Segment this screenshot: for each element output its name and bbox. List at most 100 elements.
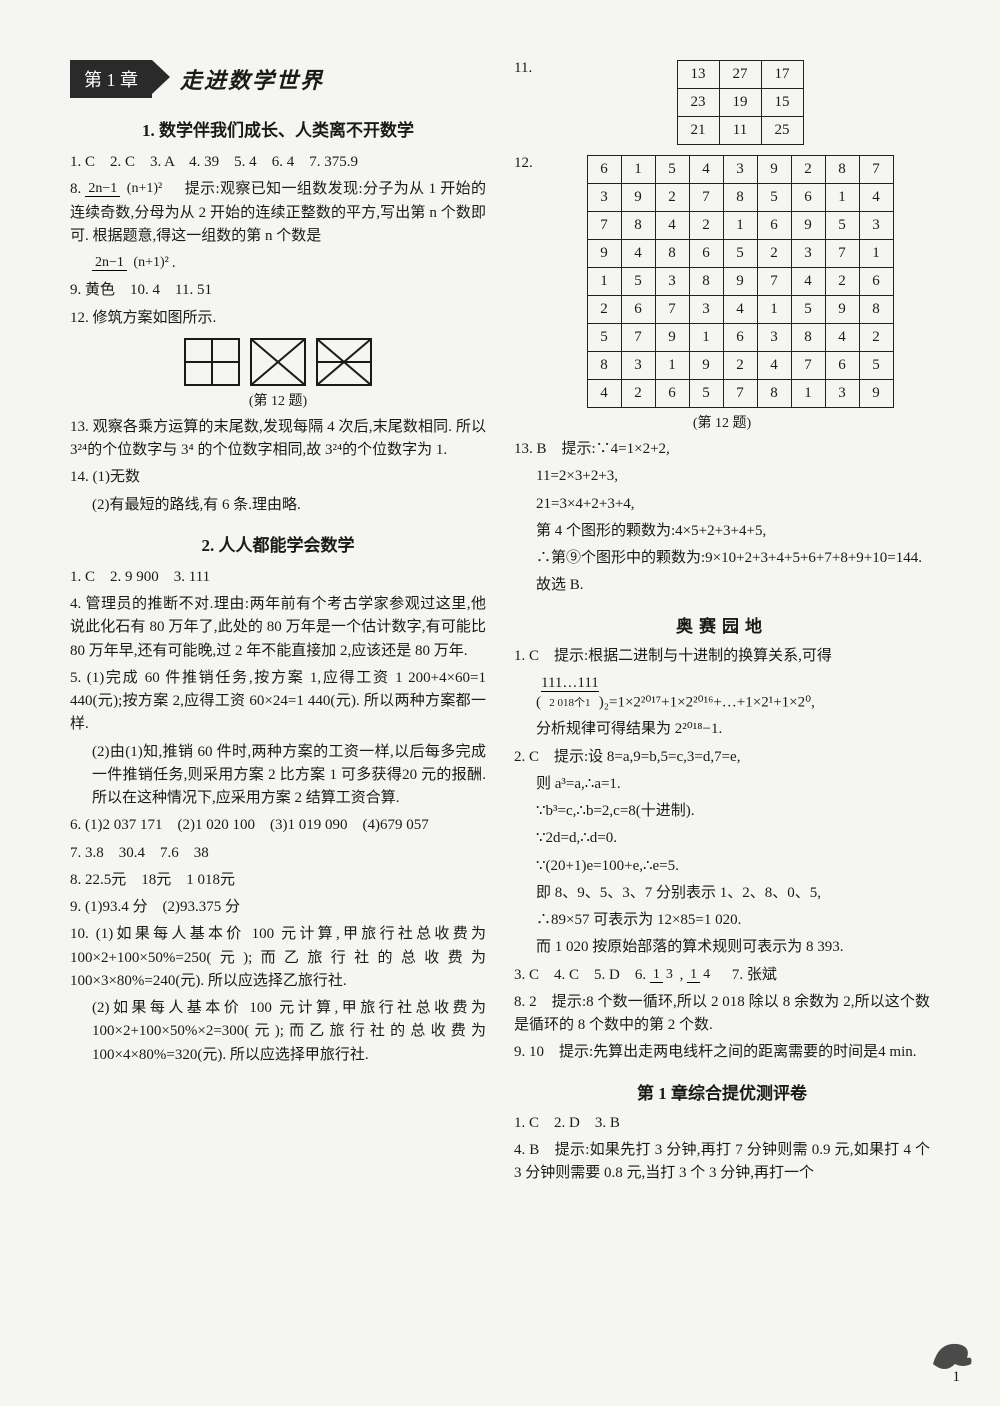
r-q13b: 11=2×3+2+3,	[514, 465, 930, 488]
table-cell: 2	[689, 212, 723, 240]
table-11: 132717231915211125	[677, 60, 804, 145]
s2-q10a: 10. (1)如果每人基本价 100 元计算,甲旅行社总收费为100×2+100…	[70, 923, 486, 993]
table-cell: 4	[587, 380, 621, 408]
table-cell: 5	[621, 268, 655, 296]
c2d: ∵2d=d,∴d=0.	[514, 827, 930, 850]
table-cell: 6	[689, 240, 723, 268]
table-cell: 6	[791, 184, 825, 212]
table-cell: 7	[825, 240, 859, 268]
table-cell: 1	[859, 240, 893, 268]
q12-figures	[70, 338, 486, 386]
c9: 9. 10 提示:先算出走两电线杆之间的距离需要的时间是4 min.	[514, 1041, 930, 1064]
table-cell: 5	[825, 212, 859, 240]
table-cell: 9	[587, 240, 621, 268]
table-cell: 9	[655, 324, 689, 352]
table-cell: 21	[677, 117, 719, 145]
table-cell: 8	[621, 212, 655, 240]
table-cell: 17	[761, 61, 803, 89]
table-cell: 4	[655, 212, 689, 240]
table-cell: 9	[723, 268, 757, 296]
chapter-banner: 第 1 章 走进数学世界	[70, 60, 486, 98]
s2-q4: 4. 管理员的推断不对.理由:两年前有个考古学家参观过这里,他说此化石有 80 …	[70, 593, 486, 663]
underbrace: 111…1112 018个1	[541, 672, 599, 712]
table-cell: 2	[791, 156, 825, 184]
table-cell: 13	[677, 61, 719, 89]
q12r-caption: (第 12 题)	[514, 412, 930, 432]
table-cell: 7	[621, 324, 655, 352]
s1-q8: 8. 2n−1 (n+1)² 提示:观察已知一组数发现:分子为从 1 开始的连续…	[70, 178, 486, 248]
table-cell: 3	[859, 212, 893, 240]
table-cell: 5	[723, 240, 757, 268]
table-cell: 6	[621, 296, 655, 324]
table-cell: 1	[791, 380, 825, 408]
table-cell: 8	[587, 352, 621, 380]
c2g: ∴89×57 可表示为 12×85=1 020.	[514, 909, 930, 932]
table-cell: 7	[689, 184, 723, 212]
s1-q12: 12. 修筑方案如图所示.	[70, 307, 486, 330]
c2h: 而 1 020 按原始部落的算术规则可表示为 8 393.	[514, 936, 930, 959]
table-cell: 6	[655, 380, 689, 408]
table-cell: 7	[655, 296, 689, 324]
table-cell: 4	[723, 296, 757, 324]
c2f: 即 8、9、5、3、7 分别表示 1、2、8、0、5,	[514, 882, 930, 905]
table-cell: 4	[825, 324, 859, 352]
table-12-sudoku: 6154392873927856147842169539486523711538…	[587, 155, 894, 408]
table-cell: 5	[587, 324, 621, 352]
table-cell: 9	[757, 156, 791, 184]
table-cell: 9	[689, 352, 723, 380]
left-column: 第 1 章 走进数学世界 1. 数学伴我们成长、人类离不开数学 1. C 2. …	[70, 60, 486, 1189]
table-cell: 6	[859, 268, 893, 296]
table-cell: 1	[757, 296, 791, 324]
q8-frac2-line: 2n−1 (n+1)² .	[70, 252, 486, 275]
table-cell: 5	[757, 184, 791, 212]
table-cell: 3	[621, 352, 655, 380]
s2-q8: 8. 22.5元 18元 1 018元	[70, 869, 486, 892]
c2a: 2. C 提示:设 8=a,9=b,5=c,3=d,7=e,	[514, 746, 930, 769]
table-cell: 6	[723, 324, 757, 352]
table-cell: 15	[761, 89, 803, 117]
fig-square-x	[250, 338, 306, 386]
table-cell: 3	[723, 156, 757, 184]
c1a: 1. C 提示:根据二进制与十进制的换算关系,可得	[514, 645, 930, 668]
table-cell: 6	[587, 156, 621, 184]
table-cell: 8	[689, 268, 723, 296]
c2b: 则 a³=a,∴a=1.	[514, 773, 930, 796]
table-cell: 3	[825, 380, 859, 408]
r-q13a: 13. B 提示:∵4=1×2+2,	[514, 438, 930, 461]
t4: 4. B 提示:如果先打 3 分钟,再打 7 分钟则需 0.9 元,如果打 4 …	[514, 1139, 930, 1186]
c2c: ∵b³=c,∴b=2,c=8(十进制).	[514, 800, 930, 823]
c3-line: 3. C 4. C 5. D 6. 13 , 14 7. 张斌	[514, 964, 930, 987]
c6-frac1: 13	[650, 968, 676, 983]
s2-q5b: (2)由(1)知,推销 60 件时,两种方案的工资一样,以后每多完成一件推销任务…	[70, 741, 486, 811]
table-cell: 1	[723, 212, 757, 240]
table-cell: 6	[825, 352, 859, 380]
table-cell: 9	[859, 380, 893, 408]
s2-q5a: 5. (1)完成 60 件推销任务,按方案 1,应得工资 1 200+4×60=…	[70, 667, 486, 737]
s1-q1to7: 1. C 2. C 3. A 4. 39 5. 4 6. 4 7. 375.9	[70, 151, 486, 174]
test-heading: 第 1 章综合提优测评卷	[514, 1079, 930, 1104]
table-cell: 4	[859, 184, 893, 212]
fig-square-cross	[184, 338, 240, 386]
table-cell: 8	[655, 240, 689, 268]
chapter-title: 走进数学世界	[180, 63, 324, 95]
table-cell: 11	[719, 117, 761, 145]
q11-row: 11. 132717231915211125	[514, 60, 930, 145]
table-cell: 2	[757, 240, 791, 268]
table-cell: 4	[689, 156, 723, 184]
q12-num: 12.	[514, 155, 540, 172]
table-cell: 3	[689, 296, 723, 324]
contest-heading: 奥赛园地	[514, 612, 930, 637]
s2-q10b: (2)如果每人基本价 100 元计算,甲旅行社总收费为100×2+100×50%…	[70, 997, 486, 1067]
table-cell: 8	[825, 156, 859, 184]
q8-fraction2: 2n−1 (n+1)²	[92, 256, 172, 271]
table-cell: 8	[723, 184, 757, 212]
table-cell: 27	[719, 61, 761, 89]
table-cell: 7	[791, 352, 825, 380]
table-cell: 1	[655, 352, 689, 380]
table-cell: 7	[587, 212, 621, 240]
dolphin-icon	[927, 1334, 975, 1376]
table-cell: 2	[621, 380, 655, 408]
table-cell: 1	[621, 156, 655, 184]
table-cell: 8	[791, 324, 825, 352]
table-cell: 5	[689, 380, 723, 408]
